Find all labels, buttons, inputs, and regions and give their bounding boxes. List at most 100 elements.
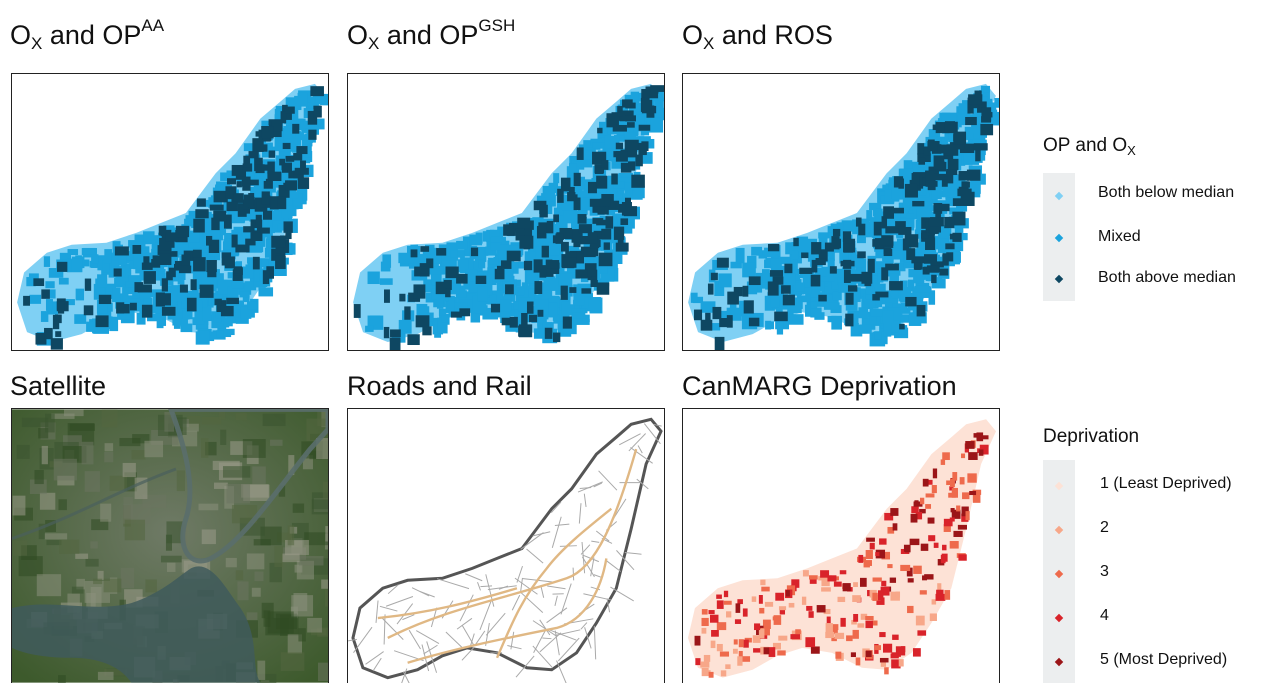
- deprivation-cell: [950, 541, 959, 549]
- satellite-patch: [104, 452, 113, 462]
- tract-cell: [889, 281, 903, 290]
- legend-op-ox-keys: [1043, 173, 1075, 301]
- tract-cell: [575, 269, 587, 278]
- tract-cell: [858, 224, 865, 236]
- tract-cell: [811, 302, 817, 309]
- tract-cell: [777, 320, 783, 335]
- tract-cell: [471, 312, 481, 322]
- tract-cell: [875, 292, 888, 298]
- satellite-patch: [125, 520, 145, 541]
- tract-cell: [68, 249, 79, 255]
- deprivation-cell: [853, 582, 858, 587]
- tract-cell: [599, 253, 613, 267]
- satellite-patch: [257, 661, 265, 680]
- legend-deprivation-keys: [1043, 460, 1075, 683]
- tract-cell: [255, 144, 268, 151]
- tract-cell: [743, 286, 749, 297]
- deprivation-cell: [803, 570, 809, 576]
- tract-cell: [285, 228, 291, 239]
- tract-cell: [501, 260, 512, 269]
- deprivation-cell: [951, 508, 955, 512]
- deprivation-cell: [879, 632, 885, 637]
- tract-cell: [811, 275, 821, 287]
- satellite-patch: [119, 438, 140, 446]
- tract-cell: [961, 192, 975, 206]
- legend-deprivation-title: Deprivation: [1043, 426, 1139, 448]
- tract-cell: [55, 331, 61, 337]
- tract-cell: [816, 258, 826, 265]
- tract-cell: [221, 306, 234, 316]
- deprivation-cell: [735, 619, 741, 624]
- satellite-patch: [235, 413, 246, 420]
- tract-cell: [456, 274, 468, 284]
- satellite-patch: [237, 581, 248, 600]
- tract-cell: [614, 227, 624, 240]
- tract-cell: [631, 175, 645, 188]
- deprivation-cell: [891, 654, 899, 659]
- deprivation-cell: [928, 535, 935, 541]
- deprivation-cell: [923, 479, 929, 487]
- deprivation-cell: [726, 611, 731, 617]
- tract-cell: [917, 143, 924, 155]
- tract-cell: [884, 248, 892, 254]
- panel-title-deprivation: CanMARG Deprivation: [682, 371, 957, 402]
- tract-cell: [45, 281, 54, 288]
- tract-cell: [57, 262, 67, 272]
- tract-cell: [563, 210, 577, 220]
- deprivation-cell: [717, 600, 724, 609]
- satellite-patch: [58, 675, 66, 683]
- deprivation-cell: [739, 639, 744, 647]
- tract-cell: [801, 252, 808, 258]
- tract-cell: [232, 280, 244, 288]
- deprivation-cell: [733, 649, 738, 654]
- deprivation-cell: [802, 597, 806, 605]
- tract-cell: [144, 271, 156, 284]
- tract-cell: [479, 260, 485, 268]
- deprivation-cell: [873, 577, 882, 581]
- satellite-patch: [17, 445, 30, 459]
- satellite-patch: [40, 493, 55, 510]
- tract-cell: [491, 304, 500, 313]
- tract-cell: [142, 263, 153, 270]
- deprivation-cell: [820, 570, 829, 577]
- map-roads-rail: [347, 408, 665, 683]
- tract-cell: [905, 184, 918, 198]
- tract-cell: [503, 224, 514, 235]
- tract-cell: [926, 181, 938, 187]
- tract-cell: [711, 273, 718, 280]
- tract-cell: [76, 289, 84, 301]
- tract-cell: [592, 206, 603, 213]
- satellite-patch: [93, 579, 102, 584]
- satellite-patch: [37, 574, 61, 596]
- deprivation-cell: [817, 605, 826, 612]
- deprivation-cell: [789, 603, 795, 608]
- deprivation-cell: [866, 538, 875, 542]
- deprivation-cell: [974, 433, 980, 438]
- satellite-patch: [307, 618, 322, 633]
- deprivation-cell: [711, 641, 716, 648]
- tract-cell: [159, 254, 171, 265]
- tract-cell: [298, 177, 309, 189]
- tract-cell: [783, 295, 795, 306]
- tract-cell: [553, 333, 560, 343]
- deprivation-cell: [864, 561, 870, 567]
- satellite-patch: [263, 610, 270, 626]
- tract-cell: [874, 222, 882, 236]
- deprivation-cell: [968, 452, 977, 460]
- tract-cell: [844, 244, 854, 253]
- tract-cell: [596, 220, 610, 226]
- deprivation-cell: [914, 500, 918, 505]
- satellite-patch: [144, 441, 163, 457]
- tract-cell: [718, 273, 731, 287]
- tract-cell: [258, 287, 273, 296]
- deprivation-cell: [953, 531, 962, 537]
- tract-cell: [239, 291, 249, 297]
- tract-cell: [765, 321, 771, 330]
- tract-cell: [906, 248, 915, 260]
- tract-cell: [601, 229, 611, 240]
- deprivation-cell: [769, 647, 776, 657]
- tract-cell: [283, 143, 291, 149]
- deprivation-cell: [695, 658, 700, 665]
- tract-cell: [936, 204, 950, 211]
- tract-cell: [538, 310, 544, 317]
